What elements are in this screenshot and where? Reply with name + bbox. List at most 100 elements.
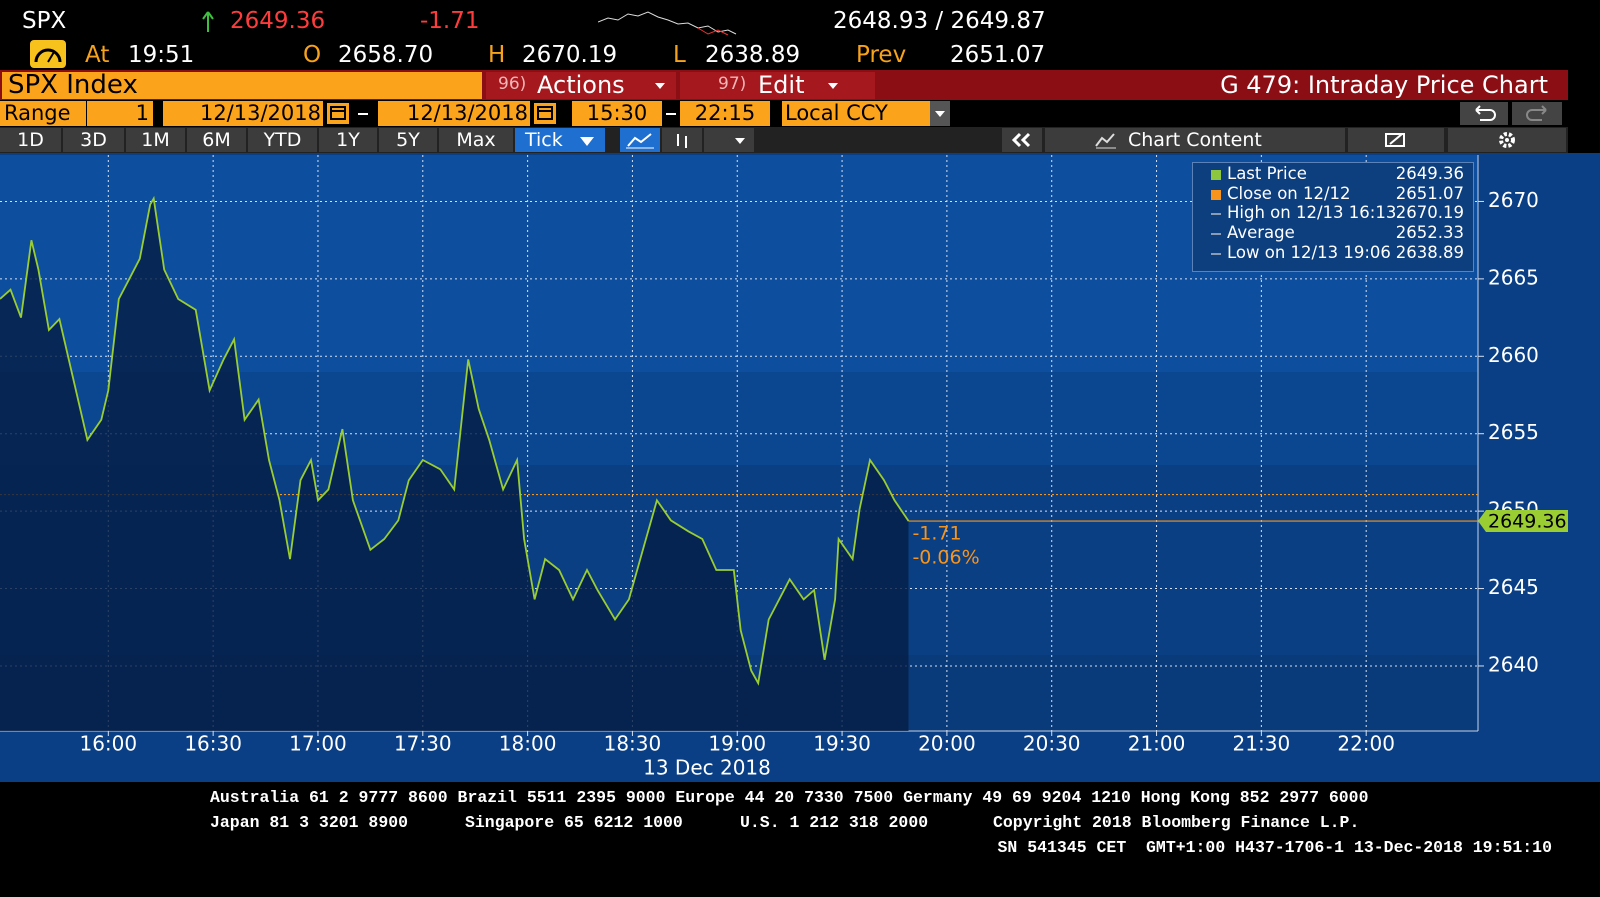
- legend-swatch: [1211, 170, 1221, 180]
- x-tick-label: 21:30: [1233, 732, 1291, 756]
- y-tick-label: 2665: [1488, 265, 1539, 289]
- legend-label: Average: [1227, 223, 1295, 243]
- ticker: SPX: [22, 8, 67, 34]
- dropdown-arrow: [935, 111, 945, 117]
- edit-label: Edit: [758, 71, 805, 99]
- legend-swatch: [1211, 189, 1221, 200]
- annotate-button[interactable]: [1348, 128, 1444, 152]
- line-chart-button[interactable]: [620, 128, 660, 152]
- y-tick-label: 2655: [1488, 420, 1539, 444]
- legend-label: High on 12/13 16:13: [1227, 203, 1397, 223]
- high-value: 2670.19: [522, 42, 618, 68]
- legend-value: 2670.19: [1395, 203, 1464, 223]
- period-button[interactable]: 1M: [126, 128, 185, 152]
- high-label: H: [488, 42, 506, 68]
- edit-menu[interactable]: [680, 72, 875, 99]
- period-button[interactable]: Max: [439, 128, 513, 152]
- period-button[interactable]: YTD: [248, 128, 317, 152]
- legend-value: 2651.07: [1395, 183, 1464, 203]
- change-annotation: -1.71: [912, 523, 961, 545]
- actions-menu[interactable]: [486, 72, 676, 99]
- period-button[interactable]: 3D: [63, 128, 124, 152]
- undo-button[interactable]: [1460, 102, 1508, 125]
- price-area: [0, 198, 909, 731]
- quote-time: 19:51: [128, 42, 195, 68]
- footer-contacts: Australia 61 2 9777 8600 Brazil 5511 239…: [210, 788, 1369, 807]
- x-tick-label: 20:00: [918, 732, 976, 756]
- legend-swatch: [1211, 233, 1221, 236]
- y-tick-label: 2640: [1488, 652, 1539, 676]
- footer-us: U.S. 1 212 318 2000: [740, 813, 929, 832]
- x-tick-label: 20:30: [1023, 732, 1081, 756]
- edit-number: 97): [718, 74, 747, 94]
- x-tick-label: 18:30: [604, 732, 662, 756]
- redo-icon: [1526, 105, 1547, 121]
- collapse-icon: [1011, 132, 1031, 148]
- legend-swatch: [1211, 252, 1221, 255]
- period-button[interactable]: 6M: [187, 128, 246, 152]
- legend-label: Low on 12/13 19:06: [1227, 242, 1391, 262]
- chart-type-dropdown[interactable]: [704, 128, 754, 152]
- prev-value: 2651.07: [950, 42, 1046, 68]
- collapse-button[interactable]: [1002, 128, 1042, 152]
- y-tick-label: 2645: [1488, 575, 1539, 599]
- tick-dropdown-arrow: [580, 137, 594, 146]
- open-label: O: [303, 42, 322, 68]
- x-tick-label: 16:00: [79, 732, 137, 756]
- legend: [1192, 162, 1474, 272]
- legend-label: Close on 12/12: [1227, 183, 1351, 203]
- range-value[interactable]: 1: [87, 101, 153, 126]
- last-price: 2649.36: [230, 8, 326, 34]
- range-label: Range: [0, 101, 86, 126]
- line-chart-icon: [626, 133, 654, 149]
- undo-icon: [1475, 105, 1496, 121]
- chart-content-button[interactable]: [1045, 128, 1345, 152]
- legend-value: 2649.36: [1395, 164, 1464, 183]
- x-tick-label: 16:30: [184, 732, 242, 756]
- footer-japan: Japan 81 3 3201 8900: [210, 813, 409, 832]
- currency-dropdown[interactable]: [930, 101, 950, 126]
- net-change: -1.71: [420, 8, 480, 34]
- period-button[interactable]: 1Y: [319, 128, 377, 152]
- low-label: L: [673, 42, 686, 68]
- period-button[interactable]: 1D: [0, 128, 61, 152]
- low-value: 2638.89: [705, 42, 801, 68]
- dropdown-arrow: [655, 83, 665, 89]
- start-time[interactable]: 15:30: [572, 101, 662, 126]
- settings-icon: [1499, 132, 1515, 148]
- plot: 2649.36 -1.71-0.06%: [0, 195, 1568, 731]
- annotate-icon: [1385, 133, 1405, 147]
- bar-chart-button[interactable]: [662, 128, 702, 152]
- x-tick-label: 22:00: [1337, 732, 1395, 756]
- legend-value: 2638.89: [1395, 242, 1464, 262]
- legend-swatch: [1211, 213, 1221, 216]
- y-tick-label: 2660: [1488, 343, 1539, 367]
- last-price-tag: [1478, 510, 1568, 533]
- redo-button[interactable]: [1512, 102, 1562, 125]
- settings-button[interactable]: [1448, 128, 1566, 152]
- calendar-icon: [330, 106, 346, 120]
- security-field[interactable]: SPX Index: [2, 72, 482, 99]
- currency-select[interactable]: Local CCY: [782, 101, 931, 126]
- change-pct-annotation: -0.06%: [912, 547, 979, 569]
- up-arrow: [202, 11, 214, 32]
- legend-value: 2652.33: [1395, 223, 1464, 243]
- start-date[interactable]: 12/13/2018: [163, 101, 323, 126]
- end-time[interactable]: 22:15: [680, 101, 770, 126]
- actions-number: 96): [498, 74, 527, 94]
- x-axis-title: 13 Dec 2018: [643, 756, 771, 780]
- last-price-label: 2649.36: [1488, 511, 1567, 533]
- price-line: [0, 195, 910, 686]
- end-date[interactable]: 12/13/2018: [378, 101, 530, 126]
- x-tick-label: 17:30: [394, 732, 452, 756]
- period-button[interactable]: 5Y: [379, 128, 437, 152]
- footer-session: SN 541345 CET GMT+1:00 H437-1706-1 13-De…: [997, 838, 1553, 857]
- bar-chart-icon: [677, 134, 687, 148]
- calendar-button[interactable]: [534, 103, 556, 124]
- calendar-button[interactable]: [327, 103, 349, 124]
- range-dash: [666, 113, 676, 115]
- dropdown-arrow: [828, 83, 838, 89]
- open-value: 2658.70: [338, 42, 434, 68]
